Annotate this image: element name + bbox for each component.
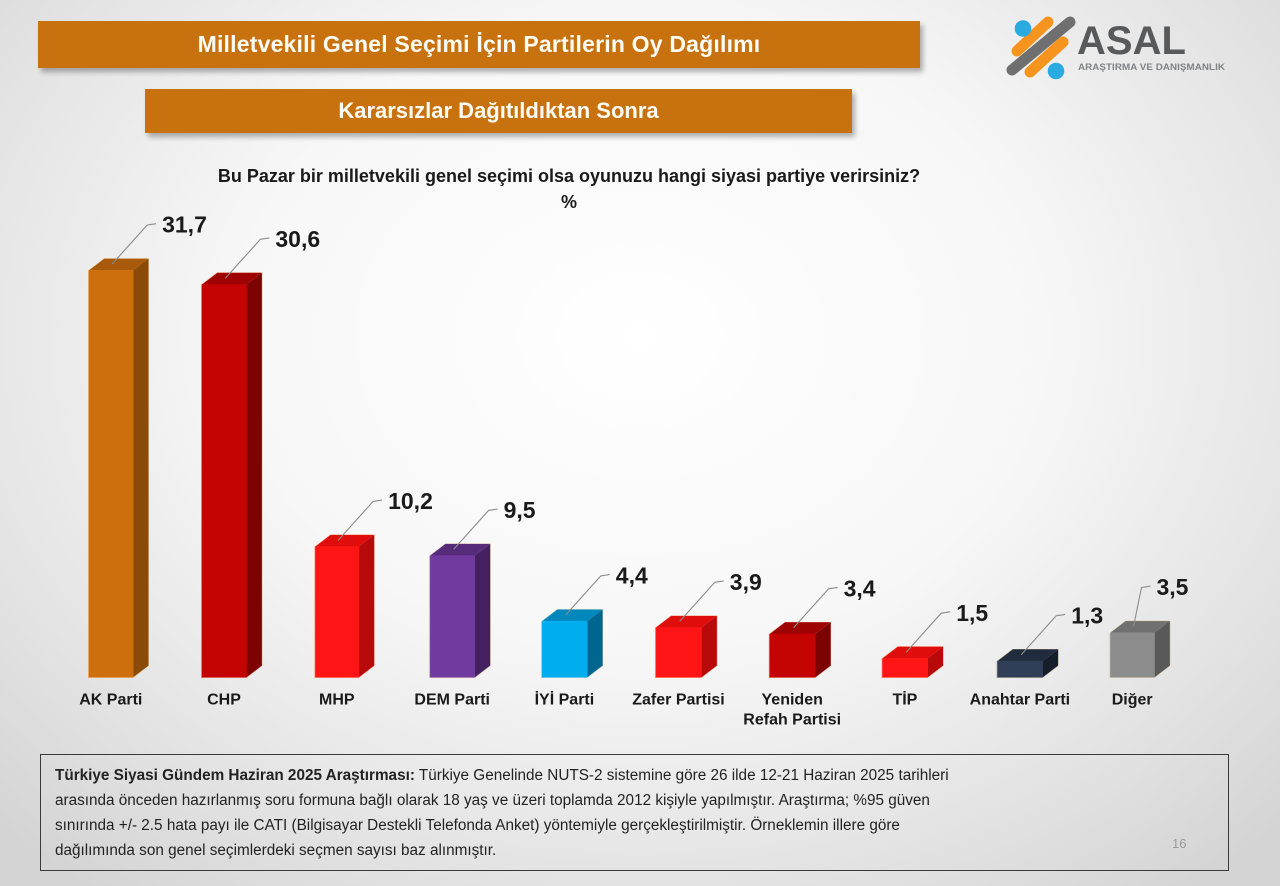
svg-text:Refah Partisi: Refah Partisi — [743, 712, 841, 729]
svg-text:AK Parti: AK Parti — [79, 692, 142, 709]
svg-text:31,7: 31,7 — [162, 212, 207, 238]
svg-text:Yeniden: Yeniden — [762, 692, 823, 709]
svg-text:3,9: 3,9 — [730, 569, 762, 595]
svg-text:3,5: 3,5 — [1157, 574, 1189, 600]
svg-text:Anahtar Parti: Anahtar Parti — [970, 692, 1070, 709]
svg-text:CHP: CHP — [207, 692, 241, 709]
svg-text:MHP: MHP — [319, 692, 355, 709]
svg-text:1,3: 1,3 — [1071, 602, 1103, 628]
svg-text:İYİ Parti: İYİ Parti — [535, 691, 595, 709]
svg-text:9,5: 9,5 — [504, 497, 536, 523]
svg-text:10,2: 10,2 — [388, 488, 433, 514]
svg-text:Zafer Partisi: Zafer Partisi — [632, 692, 724, 709]
svg-text:3,4: 3,4 — [844, 575, 876, 601]
svg-text:1,5: 1,5 — [956, 600, 988, 626]
svg-text:DEM Parti: DEM Parti — [414, 692, 490, 709]
svg-text:30,6: 30,6 — [275, 226, 320, 252]
svg-text:4,4: 4,4 — [616, 563, 648, 589]
svg-text:TİP: TİP — [892, 691, 917, 709]
svg-text:Diğer: Diğer — [1112, 692, 1153, 709]
